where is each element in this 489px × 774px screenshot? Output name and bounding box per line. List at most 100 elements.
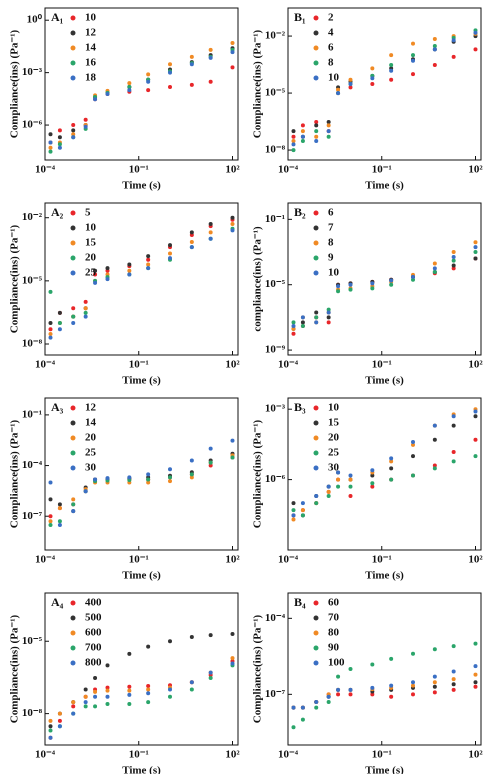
data-point (71, 132, 76, 137)
data-point (300, 129, 305, 134)
data-point (432, 63, 437, 67)
legend-marker (313, 420, 319, 426)
data-point (127, 272, 132, 277)
plot-frame (287, 592, 482, 746)
data-point (146, 262, 151, 267)
plot-frame (44, 202, 239, 356)
data-point (189, 475, 194, 480)
x-tick-label: 10² (225, 164, 240, 176)
panel-label: A₄ (51, 595, 64, 609)
data-point (48, 497, 53, 502)
legend-marker (313, 660, 319, 666)
legend-marker (70, 630, 76, 636)
legend-label: 16 (85, 57, 97, 69)
data-point (48, 327, 53, 332)
data-point (189, 458, 194, 463)
data-point (105, 91, 110, 96)
data-point (473, 454, 478, 459)
panel-label: A₁ (51, 10, 64, 24)
data-point (48, 519, 53, 524)
data-point (336, 484, 341, 489)
legend-marker (313, 225, 319, 231)
data-point (473, 414, 478, 419)
legend-marker (70, 645, 76, 651)
legend-label: 10 (328, 72, 340, 84)
data-point (473, 256, 478, 261)
data-point (314, 134, 319, 139)
data-point (230, 438, 235, 443)
data-point (93, 268, 98, 273)
legend-marker (70, 255, 76, 261)
data-point (348, 77, 353, 82)
data-point (451, 414, 456, 419)
data-point (83, 299, 88, 304)
y-axis-title: compliance(ins) (Pa⁻¹) (252, 226, 264, 332)
data-point (230, 50, 235, 55)
data-point (167, 479, 172, 484)
legend-marker (313, 30, 319, 36)
data-point (291, 705, 296, 710)
legend-marker (313, 630, 319, 636)
legend-label: 14 (85, 417, 97, 429)
data-point (71, 128, 76, 133)
x-tick-label: 10⁻⁴ (278, 164, 299, 176)
x-tick-label: 10⁻¹ (129, 554, 149, 566)
data-point (146, 477, 151, 482)
data-point (83, 694, 88, 699)
y-tick-label: 10⁻³ (22, 66, 43, 78)
y-tick-label: 10⁻⁸ (22, 338, 43, 350)
data-point (83, 124, 88, 129)
data-point (57, 718, 62, 723)
data-point (410, 454, 415, 459)
data-point (432, 47, 437, 52)
legend-label: 12 (85, 402, 97, 414)
data-point (189, 62, 194, 67)
data-point (93, 280, 98, 285)
data-point (71, 509, 76, 514)
data-point (314, 310, 319, 315)
legend-label: 90 (328, 642, 340, 654)
legend-label: 30 (85, 462, 97, 474)
y-tick-label: 10⁻⁵ (265, 278, 286, 290)
data-point (57, 145, 62, 150)
data-point (336, 91, 341, 96)
plot-frame (287, 202, 482, 356)
data-point (146, 644, 151, 649)
data-point (230, 40, 235, 45)
data-point (314, 315, 319, 320)
data-point (93, 689, 98, 694)
data-point (348, 484, 353, 489)
data-point (167, 85, 172, 90)
legend-marker (70, 615, 76, 621)
data-point (230, 455, 235, 460)
data-point (127, 692, 132, 697)
x-axis-title: Time (s) (365, 180, 404, 192)
data-point (300, 139, 305, 143)
y-axis-title: Compliance(ins) (Pa⁻¹) (9, 419, 21, 528)
data-point (146, 254, 151, 259)
data-point (314, 699, 319, 704)
y-axis-title: Compliance(ins) (Pa⁻¹) (9, 614, 21, 723)
y-tick-label: 10⁻⁴ (22, 459, 43, 471)
legend-marker (313, 270, 319, 276)
data-point (208, 633, 213, 638)
data-point (389, 63, 394, 67)
data-point (451, 54, 456, 59)
data-point (336, 289, 341, 294)
data-point (348, 82, 353, 86)
legend-label: 14 (85, 42, 97, 54)
data-point (48, 145, 53, 150)
legend-marker (313, 15, 319, 21)
data-point (189, 472, 194, 477)
data-point (432, 463, 437, 468)
data-point (146, 88, 151, 93)
data-point (208, 236, 213, 241)
data-point (71, 700, 76, 705)
data-point (48, 514, 53, 519)
data-point (326, 307, 331, 312)
data-point (57, 711, 62, 716)
legend-label: 7 (328, 222, 334, 234)
data-point (230, 661, 235, 666)
y-axis-title: Compliance(ins) (Pa⁻¹) (9, 29, 21, 138)
x-axis-title: Time (s) (365, 375, 404, 387)
